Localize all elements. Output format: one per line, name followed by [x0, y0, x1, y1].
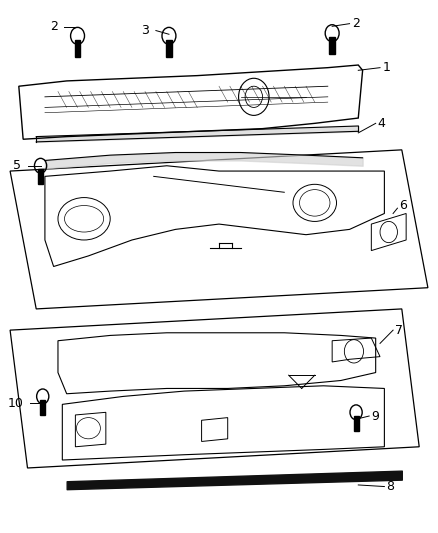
Text: 3: 3 — [141, 24, 149, 37]
Text: 9: 9 — [371, 409, 379, 423]
Bar — [75, 40, 80, 57]
Text: 2: 2 — [352, 17, 360, 30]
Bar — [38, 169, 43, 184]
Text: 5: 5 — [13, 159, 21, 172]
Text: 1: 1 — [382, 61, 390, 74]
Bar — [329, 37, 335, 54]
Text: 7: 7 — [395, 324, 403, 337]
Text: 2: 2 — [50, 20, 58, 34]
Bar — [353, 416, 359, 431]
Text: 4: 4 — [378, 117, 386, 130]
Text: 8: 8 — [387, 480, 395, 493]
Bar — [40, 400, 45, 415]
Text: 10: 10 — [7, 397, 23, 410]
Bar — [166, 40, 172, 57]
Text: 6: 6 — [399, 199, 407, 212]
